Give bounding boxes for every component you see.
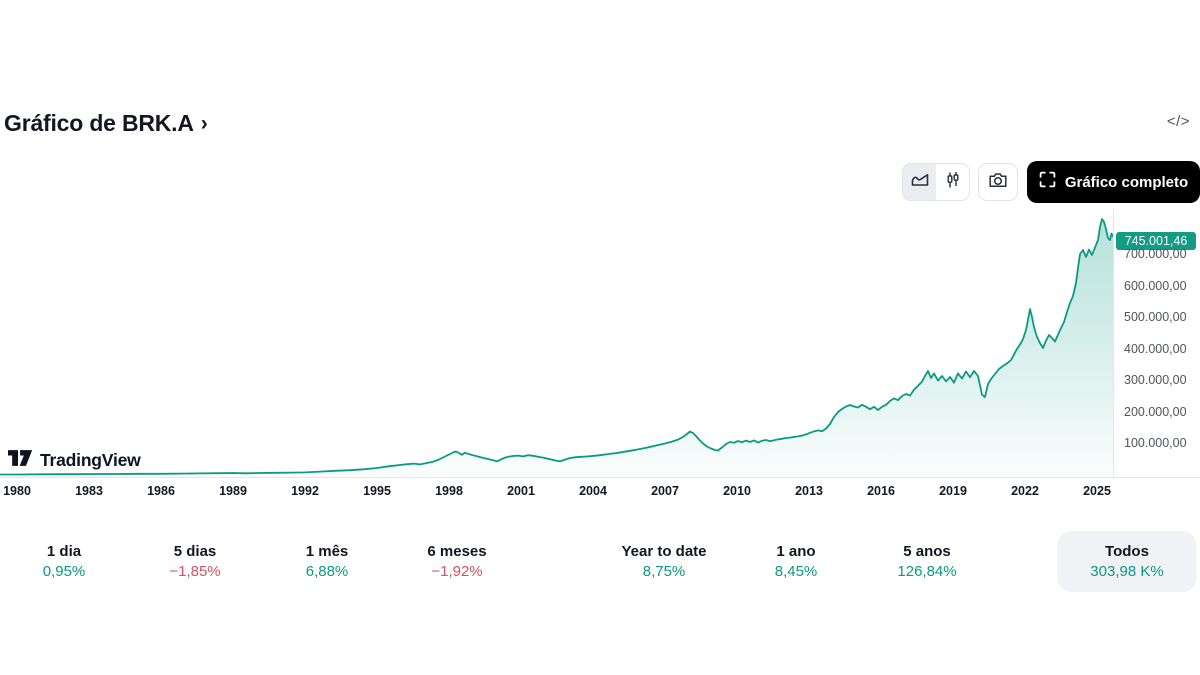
time-axis-label-2025: 2025 xyxy=(1083,484,1111,498)
header: Gráfico de BRK.A › xyxy=(4,110,208,137)
price-axis-label: 200.000,00 xyxy=(1124,404,1187,419)
time-axis-label-1980: 1980 xyxy=(3,484,31,498)
price-axis-label: 100.000,00 xyxy=(1124,436,1187,450)
embed-code-icon[interactable]: </> xyxy=(1166,113,1190,130)
full-chart-button[interactable]: Gráfico completo xyxy=(1027,161,1200,203)
price-axis-border xyxy=(1113,210,1114,477)
page-title: Gráfico de BRK.A xyxy=(4,110,194,136)
time-axis-label-2001: 2001 xyxy=(507,484,535,498)
time-axis-label-2007: 2007 xyxy=(651,484,679,498)
range-stat-value: 303,98 K% xyxy=(1090,563,1164,580)
time-axis-label-2022: 2022 xyxy=(1011,484,1039,498)
time-axis-label-1992: 1992 xyxy=(291,484,319,498)
range-stat-year-to-date[interactable]: Year to date 8,75% xyxy=(607,531,720,592)
time-axis-label-1983: 1983 xyxy=(75,484,103,498)
range-stat-value: 6,88% xyxy=(305,563,349,580)
price-axis-label: 600.000,00 xyxy=(1124,278,1187,293)
full-chart-button-label: Gráfico completo xyxy=(1064,173,1189,191)
range-stat-label: Todos xyxy=(1105,543,1149,560)
price-axis-label: 400.000,00 xyxy=(1124,341,1187,356)
range-stat-label: 1 mês xyxy=(305,543,349,560)
range-stat-label: 1 dia xyxy=(46,543,82,560)
time-axis-label-1986: 1986 xyxy=(147,484,175,498)
range-stat-label: 5 anos xyxy=(903,543,951,560)
time-axis-label-2004: 2004 xyxy=(579,484,607,498)
time-axis-label-2016: 2016 xyxy=(867,484,895,498)
range-stat-value: 126,84% xyxy=(897,563,957,580)
snapshot-button[interactable] xyxy=(978,163,1018,201)
range-stat-value: −1,85% xyxy=(169,563,221,580)
area-fill xyxy=(0,219,1113,476)
time-axis-label-2019: 2019 xyxy=(939,484,967,498)
time-axis-label-2013: 2013 xyxy=(795,484,823,498)
fullscreen-icon xyxy=(1039,171,1056,193)
range-stat-label: 5 dias xyxy=(173,543,217,560)
tradingview-brand-text: TradingView xyxy=(40,450,141,470)
price-chart[interactable] xyxy=(0,210,1113,477)
range-stat-1-mês[interactable]: 1 mês 6,88% xyxy=(292,531,363,592)
tradingview-logo[interactable]: TradingView xyxy=(8,448,141,473)
chart-toolbar: Gráfico completo xyxy=(0,161,1200,203)
time-axis-label-1989: 1989 xyxy=(219,484,247,498)
time-axis-border xyxy=(0,477,1200,478)
camera-icon xyxy=(987,169,1009,196)
price-axis-label: 300.000,00 xyxy=(1124,373,1187,387)
candlestick-icon xyxy=(942,169,964,196)
area-chart-style-button[interactable] xyxy=(903,164,936,200)
price-axis-label: 700.000,00 xyxy=(1124,247,1187,261)
time-axis-label-2010: 2010 xyxy=(723,484,751,498)
range-stat-value: 8,45% xyxy=(774,563,818,580)
time-axis-label-1998: 1998 xyxy=(435,484,463,498)
range-stat-label: 1 ano xyxy=(776,543,816,560)
candlestick-style-button[interactable] xyxy=(936,164,969,200)
range-stat-value: 0,95% xyxy=(42,563,86,580)
range-stat-value: 8,75% xyxy=(642,563,686,580)
range-stat-label: Year to date xyxy=(621,543,707,560)
area-chart-icon xyxy=(909,169,931,196)
range-stat-label: 6 meses xyxy=(427,543,487,560)
time-axis-label-1995: 1995 xyxy=(363,484,391,498)
range-stat-value: −1,92% xyxy=(431,563,483,580)
range-stat-6-meses[interactable]: 6 meses −1,92% xyxy=(413,531,500,592)
range-stat-5-dias[interactable]: 5 dias −1,85% xyxy=(155,531,234,592)
last-price-badge: 745.001,46 xyxy=(1116,232,1196,250)
price-axis-label: 500.000,00 xyxy=(1124,310,1187,324)
range-stat-1-ano[interactable]: 1 ano 8,45% xyxy=(761,531,832,592)
price-line xyxy=(0,218,1113,476)
range-stat-5-anos[interactable]: 5 anos 126,84% xyxy=(883,531,970,592)
chevron-right-icon[interactable]: › xyxy=(200,112,208,135)
chart-style-toggle xyxy=(902,163,970,201)
tradingview-logo-icon xyxy=(8,448,33,473)
range-stat-1-dia[interactable]: 1 dia 0,95% xyxy=(29,531,100,592)
range-stat-todos[interactable]: Todos 303,98 K% xyxy=(1057,531,1197,592)
